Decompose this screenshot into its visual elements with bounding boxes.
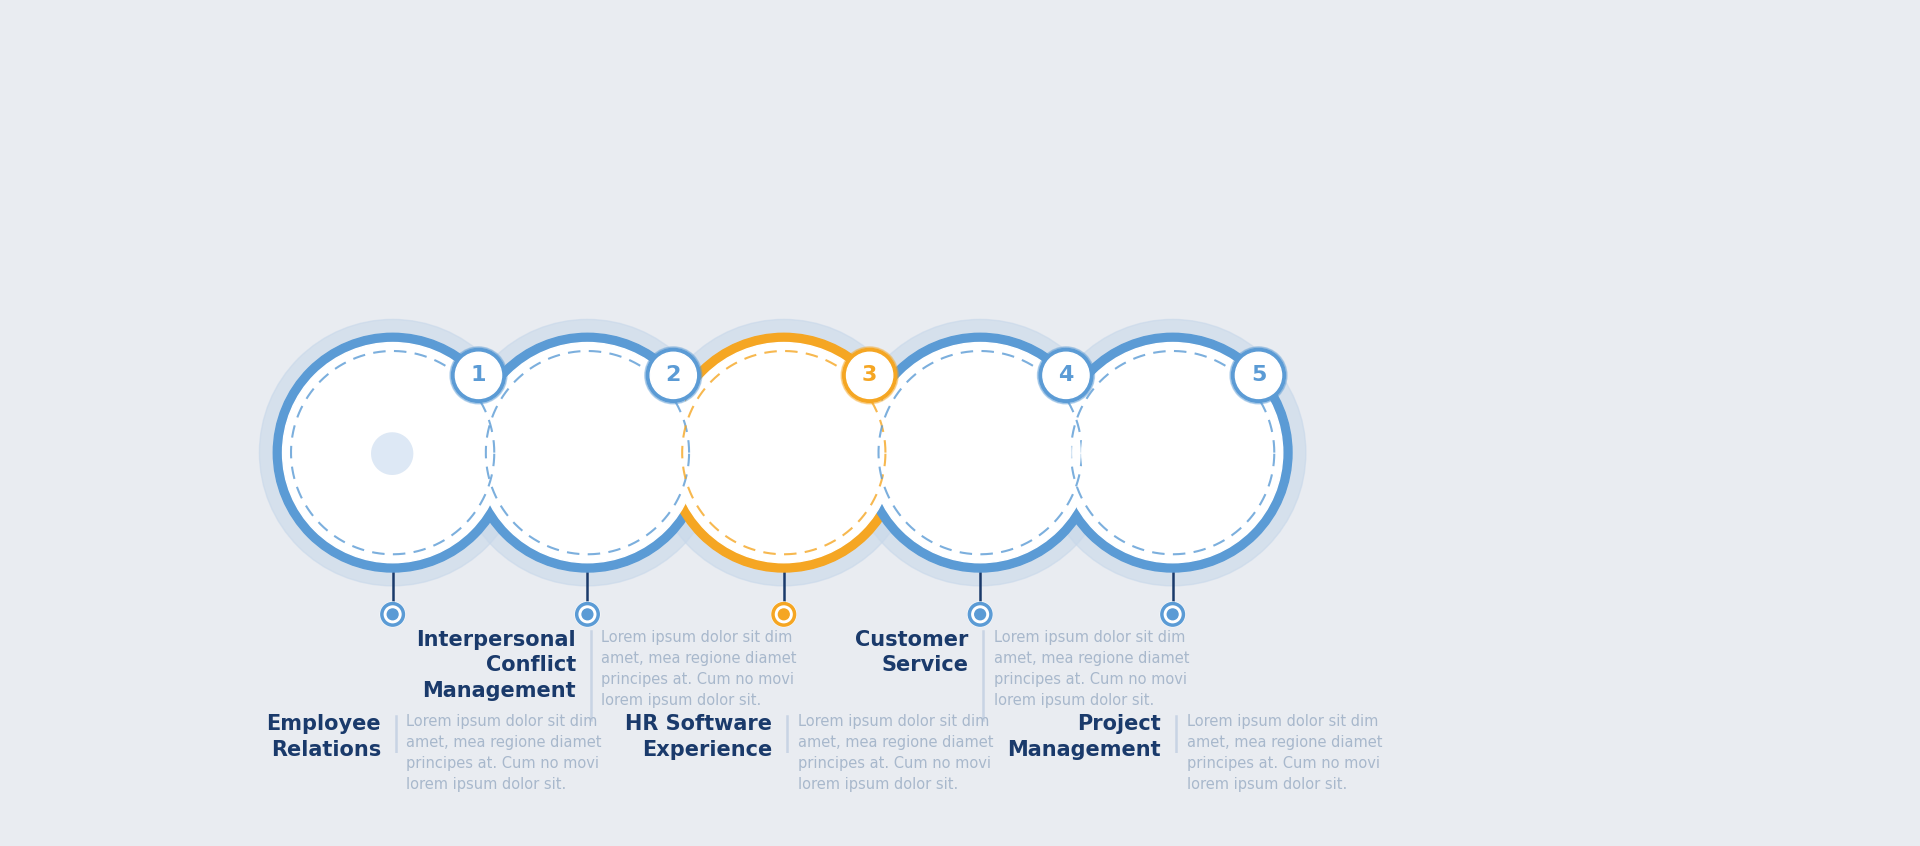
Circle shape (647, 349, 701, 403)
Circle shape (645, 347, 703, 404)
Text: 3: 3 (862, 365, 877, 386)
Circle shape (388, 609, 397, 620)
Circle shape (449, 347, 507, 404)
Text: 5: 5 (1250, 365, 1265, 386)
Circle shape (1167, 609, 1179, 620)
Circle shape (478, 343, 697, 563)
Circle shape (582, 609, 593, 620)
Circle shape (889, 362, 1071, 543)
Circle shape (1235, 352, 1281, 398)
Circle shape (497, 362, 678, 543)
Circle shape (1039, 320, 1306, 585)
Text: 1: 1 (470, 365, 486, 386)
Circle shape (576, 602, 599, 627)
Circle shape (455, 352, 501, 398)
Circle shape (1081, 362, 1263, 543)
Circle shape (301, 362, 484, 543)
Circle shape (1062, 343, 1283, 563)
Circle shape (1160, 602, 1185, 627)
Circle shape (841, 347, 899, 404)
Text: Project
Management: Project Management (1008, 714, 1162, 760)
Text: Interpersonal
Conflict
Management: Interpersonal Conflict Management (417, 629, 576, 701)
Circle shape (282, 343, 503, 563)
Text: HR Software
Experience: HR Software Experience (626, 714, 772, 760)
Circle shape (674, 343, 895, 563)
Circle shape (1231, 347, 1286, 404)
Circle shape (1037, 347, 1094, 404)
Circle shape (1054, 333, 1292, 572)
Circle shape (651, 320, 918, 585)
Circle shape (451, 349, 505, 403)
Circle shape (870, 343, 1091, 563)
Circle shape (843, 349, 897, 403)
Text: Customer
Service: Customer Service (854, 629, 968, 675)
Circle shape (1039, 349, 1092, 403)
Circle shape (651, 352, 697, 398)
Text: Lorem ipsum dolor sit dim
amet, mea regione diamet
principes at. Cum no movi
lor: Lorem ipsum dolor sit dim amet, mea regi… (601, 629, 797, 708)
Text: 4: 4 (1058, 365, 1073, 386)
Circle shape (860, 333, 1100, 572)
Text: ●: ● (369, 426, 417, 480)
Circle shape (455, 320, 720, 585)
Circle shape (1043, 352, 1089, 398)
Text: Lorem ipsum dolor sit dim
amet, mea regione diamet
principes at. Cum no movi
lor: Lorem ipsum dolor sit dim amet, mea regi… (1187, 714, 1382, 793)
Circle shape (380, 602, 405, 627)
Circle shape (975, 609, 985, 620)
Circle shape (778, 609, 789, 620)
Text: Lorem ipsum dolor sit dim
amet, mea regione diamet
principes at. Cum no movi
lor: Lorem ipsum dolor sit dim amet, mea regi… (995, 629, 1190, 708)
Circle shape (693, 362, 876, 543)
Circle shape (1231, 349, 1284, 403)
Circle shape (259, 320, 526, 585)
Text: Employee
Relations: Employee Relations (267, 714, 380, 760)
Circle shape (847, 320, 1114, 585)
Circle shape (968, 602, 993, 627)
Circle shape (847, 352, 893, 398)
Text: Lorem ipsum dolor sit dim
amet, mea regione diamet
principes at. Cum no movi
lor: Lorem ipsum dolor sit dim amet, mea regi… (797, 714, 993, 793)
Text: 2: 2 (666, 365, 682, 386)
Circle shape (664, 333, 902, 572)
Circle shape (468, 333, 707, 572)
Circle shape (273, 333, 513, 572)
Text: Lorem ipsum dolor sit dim
amet, mea regione diamet
principes at. Cum no movi
lor: Lorem ipsum dolor sit dim amet, mea regi… (407, 714, 603, 793)
Circle shape (772, 602, 797, 627)
